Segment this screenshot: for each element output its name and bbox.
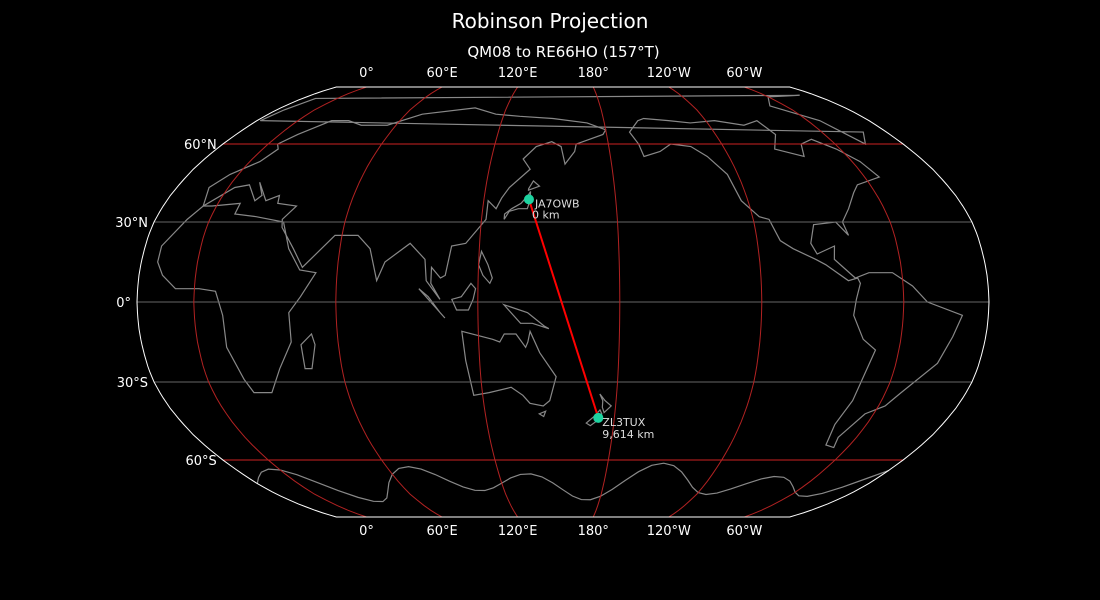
lon-label-top: 60°W bbox=[726, 66, 762, 81]
lon-label-top: 120°E bbox=[498, 66, 538, 81]
coastline bbox=[157, 202, 317, 394]
coastline bbox=[537, 410, 547, 418]
lon-label-bottom: 0° bbox=[359, 524, 374, 539]
coastline bbox=[503, 191, 532, 220]
graticule bbox=[137, 86, 989, 518]
lon-label-bottom: 180° bbox=[578, 524, 609, 539]
lon-label-top: 120°W bbox=[647, 66, 691, 81]
meridian-line bbox=[744, 86, 905, 518]
coastline bbox=[450, 282, 477, 311]
lon-label-bottom: 120°E bbox=[498, 524, 538, 539]
from-distance: 0 km bbox=[532, 208, 560, 221]
to-callsign: ZL3TUX bbox=[602, 416, 645, 429]
coastline bbox=[461, 329, 557, 407]
coastline bbox=[300, 332, 316, 370]
map-subtitle: QM08 to RE66HO (157°T) bbox=[467, 43, 660, 61]
meridian-line bbox=[592, 86, 621, 518]
coastline bbox=[599, 393, 613, 414]
from-callsign: JA7OWB bbox=[534, 197, 580, 210]
meridian-line bbox=[335, 86, 443, 518]
meridian-line bbox=[668, 86, 763, 518]
lon-label-bottom: 60°W bbox=[726, 524, 762, 539]
lon-label-bottom: 120°W bbox=[647, 524, 691, 539]
map-boundary bbox=[136, 86, 990, 518]
lat-label: 60°N bbox=[184, 138, 217, 153]
coastline bbox=[477, 249, 493, 285]
lat-label: 60°S bbox=[185, 454, 216, 469]
coastline bbox=[501, 303, 550, 330]
great-circle-path bbox=[528, 199, 600, 419]
lon-label-bottom: 60°E bbox=[426, 524, 457, 539]
lon-label-top: 180° bbox=[578, 66, 609, 81]
graticule-labels: 0° 0° 60°E 60°E 120°E 120°E 180° 180° 120°W 120°W… bbox=[115, 66, 762, 539]
lon-label-top: 60°E bbox=[426, 66, 457, 81]
coastline bbox=[202, 107, 607, 300]
coastline-antarctica bbox=[256, 462, 889, 503]
coastline bbox=[527, 180, 541, 192]
meridian-line bbox=[477, 86, 519, 518]
station-marker-from[interactable] bbox=[523, 194, 534, 205]
lon-label-top: 0° bbox=[359, 66, 374, 81]
to-distance: 9,614 km bbox=[602, 428, 654, 441]
lat-label: 30°N bbox=[115, 216, 148, 231]
coastline bbox=[260, 94, 867, 146]
meridian-line bbox=[193, 86, 367, 518]
lat-label: 0° bbox=[116, 296, 131, 311]
coastlines bbox=[157, 94, 964, 503]
map-title: Robinson Projection bbox=[451, 9, 649, 33]
coastline bbox=[418, 288, 446, 319]
lat-label: 30°S bbox=[117, 376, 148, 391]
coastline bbox=[628, 117, 964, 449]
station-marker-to[interactable] bbox=[593, 412, 604, 423]
